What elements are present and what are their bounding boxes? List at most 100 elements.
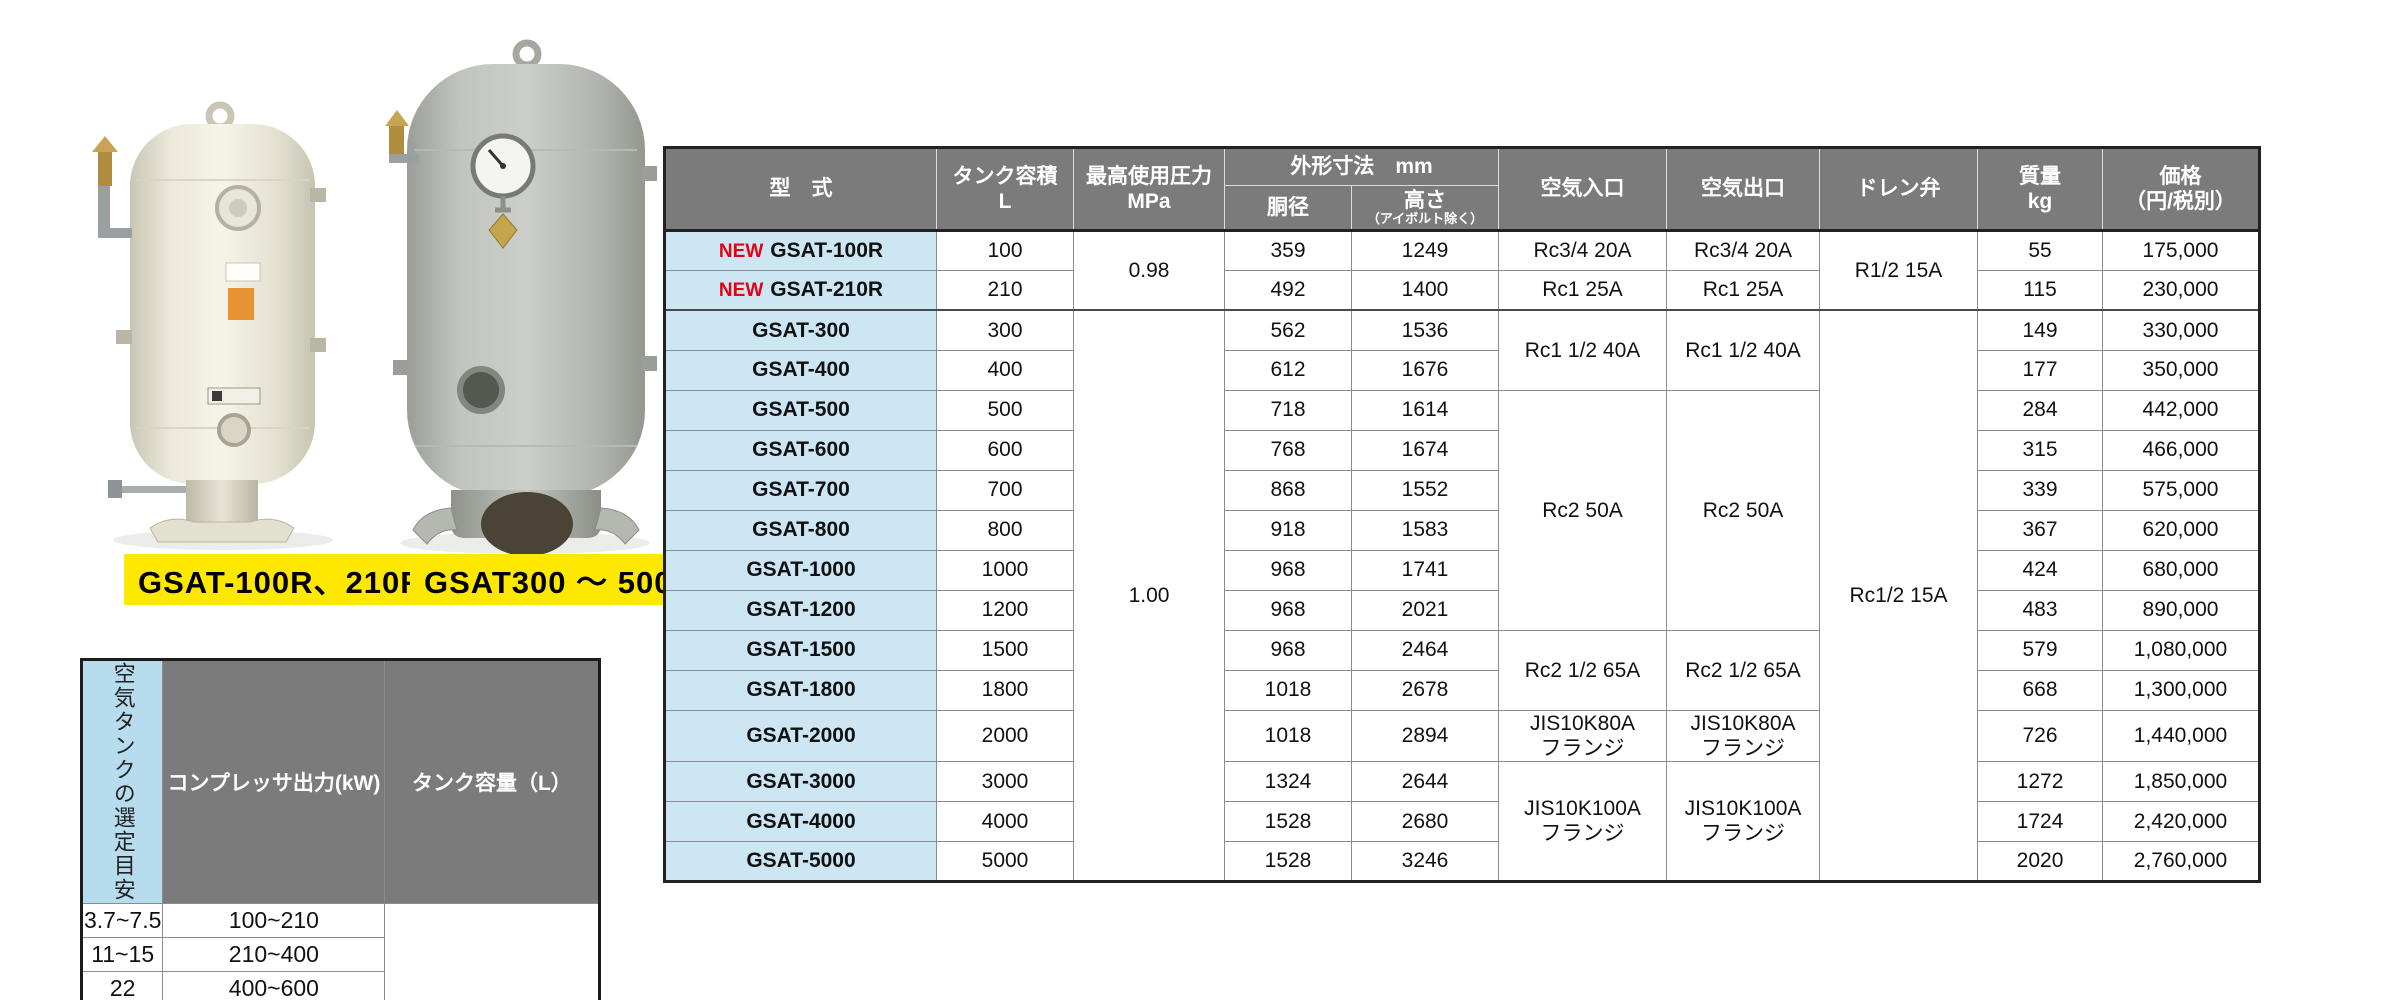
model-name: GSAT-4000: [746, 809, 856, 833]
compressor-output-cell: 3.7~7.5: [80, 903, 164, 938]
model-name: GSAT-300: [752, 318, 850, 342]
eyebolt-icon: [512, 39, 542, 69]
spec-row: GSAT-1200 1200 968 2021 483 890,000: [664, 589, 2261, 631]
mass-cell: 579: [1977, 629, 2104, 671]
inlet-cell: Rc2 1/2 65A: [1498, 629, 1668, 711]
inlet-cell: JIS10K80A フランジ: [1498, 709, 1668, 763]
volume-cell: 1500: [936, 629, 1074, 671]
height-cell: 2644: [1350, 761, 1500, 803]
pressure-cell: 0.98: [1073, 229, 1225, 311]
height-cell: 2894: [1350, 709, 1500, 763]
height-cell: 1583: [1350, 509, 1500, 551]
nozzle-left: [393, 360, 409, 375]
inlet-cell: Rc2 50A: [1498, 389, 1668, 631]
height-cell: 1249: [1350, 229, 1500, 271]
model-name: GSAT-5000: [746, 849, 856, 873]
model-name: GSAT-3000: [746, 769, 856, 793]
height-cell: 2464: [1350, 629, 1500, 671]
volume-cell: 210: [936, 269, 1074, 311]
model-cell: GSAT-400: [664, 349, 937, 391]
price-cell: 890,000: [2102, 589, 2261, 631]
mass-cell: 483: [1977, 589, 2104, 631]
new-badge: NEW: [718, 240, 764, 262]
model-cell: GSAT-3000: [664, 761, 937, 803]
lower-port: [217, 413, 251, 447]
model-cell: GSAT-300: [664, 309, 937, 351]
col-diameter: 胴径: [1224, 185, 1352, 231]
selection-side-label: 空気タンクの選定目安: [80, 659, 164, 904]
safety-valve-cap: [92, 136, 118, 152]
volume-cell: 500: [936, 389, 1074, 431]
mass-cell: 115: [1977, 269, 2104, 311]
height-cell: 1400: [1350, 269, 1500, 311]
price-cell: 442,000: [2102, 389, 2261, 431]
volume-cell: 800: [936, 509, 1074, 551]
price-cell: 2,420,000: [2102, 801, 2261, 843]
mass-cell: 284: [1977, 389, 2104, 431]
selection-col-compressor-output: コンプレッサ出力(kW): [162, 659, 386, 904]
tank-photo-gsat300-5000: [385, 39, 657, 556]
diameter-cell: 1528: [1224, 801, 1352, 843]
price-cell: 680,000: [2102, 549, 2261, 591]
drain-valve: [108, 480, 122, 498]
spec-row: GSAT-800 800 918 1583 367 620,000: [664, 509, 2261, 551]
col-height: 高さ （アイボルト除く）: [1350, 185, 1500, 231]
outlet-cell: Rc3/4 20A: [1666, 229, 1821, 271]
model-name: GSAT-600: [752, 438, 850, 462]
volume-cell: 2000: [936, 709, 1074, 763]
model-cell: GSAT-1000: [664, 549, 937, 591]
col-inlet: 空気入口: [1498, 147, 1668, 231]
price-cell: 1,300,000: [2102, 669, 2261, 711]
volume-cell: 700: [936, 469, 1074, 511]
tank-photo-gsat100r: [92, 101, 333, 550]
new-badge: NEW: [718, 280, 764, 302]
price-cell: 620,000: [2102, 509, 2261, 551]
volume-cell: 1000: [936, 549, 1074, 591]
volume-cell: 300: [936, 309, 1074, 351]
diameter-cell: 359: [1224, 229, 1352, 271]
tank-body: [407, 64, 645, 496]
volume-cell: 1800: [936, 669, 1074, 711]
diameter-cell: 1528: [1224, 841, 1352, 883]
safety-valve-icon: [98, 152, 112, 186]
tank-capacity-cell: 210~400: [162, 937, 386, 972]
inlet-cell: JIS10K100A フランジ: [1498, 761, 1668, 883]
label-gsat100r-210r: GSAT-100R、210R: [124, 554, 438, 605]
diameter-cell: 768: [1224, 429, 1352, 471]
model-name: GSAT-500: [752, 398, 850, 422]
price-cell: 2,760,000: [2102, 841, 2261, 883]
nozzle-right-lower: [641, 356, 657, 371]
sticker-white: [225, 262, 261, 282]
outlet-cell: Rc1 1/2 40A: [1666, 309, 1821, 391]
price-cell: 1,440,000: [2102, 709, 2261, 763]
spec-header-row-1: 型 式 タンク容積 L 最高使用圧力 MPa 外形寸法 mm 空気入口 空気出口…: [664, 147, 2261, 231]
diameter-cell: 1018: [1224, 669, 1352, 711]
height-cell: 2680: [1350, 801, 1500, 843]
diameter-cell: 562: [1224, 309, 1352, 351]
diameter-cell: 918: [1224, 509, 1352, 551]
col-model: 型 式: [664, 147, 937, 231]
outlet-cell: JIS10K100A フランジ: [1666, 761, 1821, 883]
height-cell: 2678: [1350, 669, 1500, 711]
col-mass: 質量 kg: [1977, 147, 2104, 231]
tank-body: [130, 124, 315, 484]
nozzle-left: [116, 330, 132, 344]
height-cell: 1741: [1350, 549, 1500, 591]
selection-row: 11~15 210~400: [80, 937, 600, 972]
nozzle-right-upper: [310, 188, 326, 202]
spec-row: GSAT-600 600 768 1674 315 466,000: [664, 429, 2261, 471]
model-name: GSAT-800: [752, 518, 850, 542]
mass-cell: 339: [1977, 469, 2104, 511]
col-drain: ドレン弁: [1819, 147, 1979, 231]
tank-capacity-cell: 100~210: [162, 903, 386, 938]
spec-row: GSAT-4000 4000 1528 2680 1724 2,420,000: [664, 801, 2261, 843]
gauge-stem: [495, 196, 511, 213]
diameter-cell: 1324: [1224, 761, 1352, 803]
spec-row: GSAT-5000 5000 1528 3246 2020 2,760,000: [664, 841, 2261, 883]
height-cell: 1552: [1350, 469, 1500, 511]
mass-cell: 367: [1977, 509, 2104, 551]
model-cell: NEW GSAT-100R: [664, 229, 937, 271]
gauge-port-inner: [229, 199, 247, 217]
model-cell: GSAT-800: [664, 509, 937, 551]
inlet-cell: Rc1 25A: [1498, 269, 1668, 311]
